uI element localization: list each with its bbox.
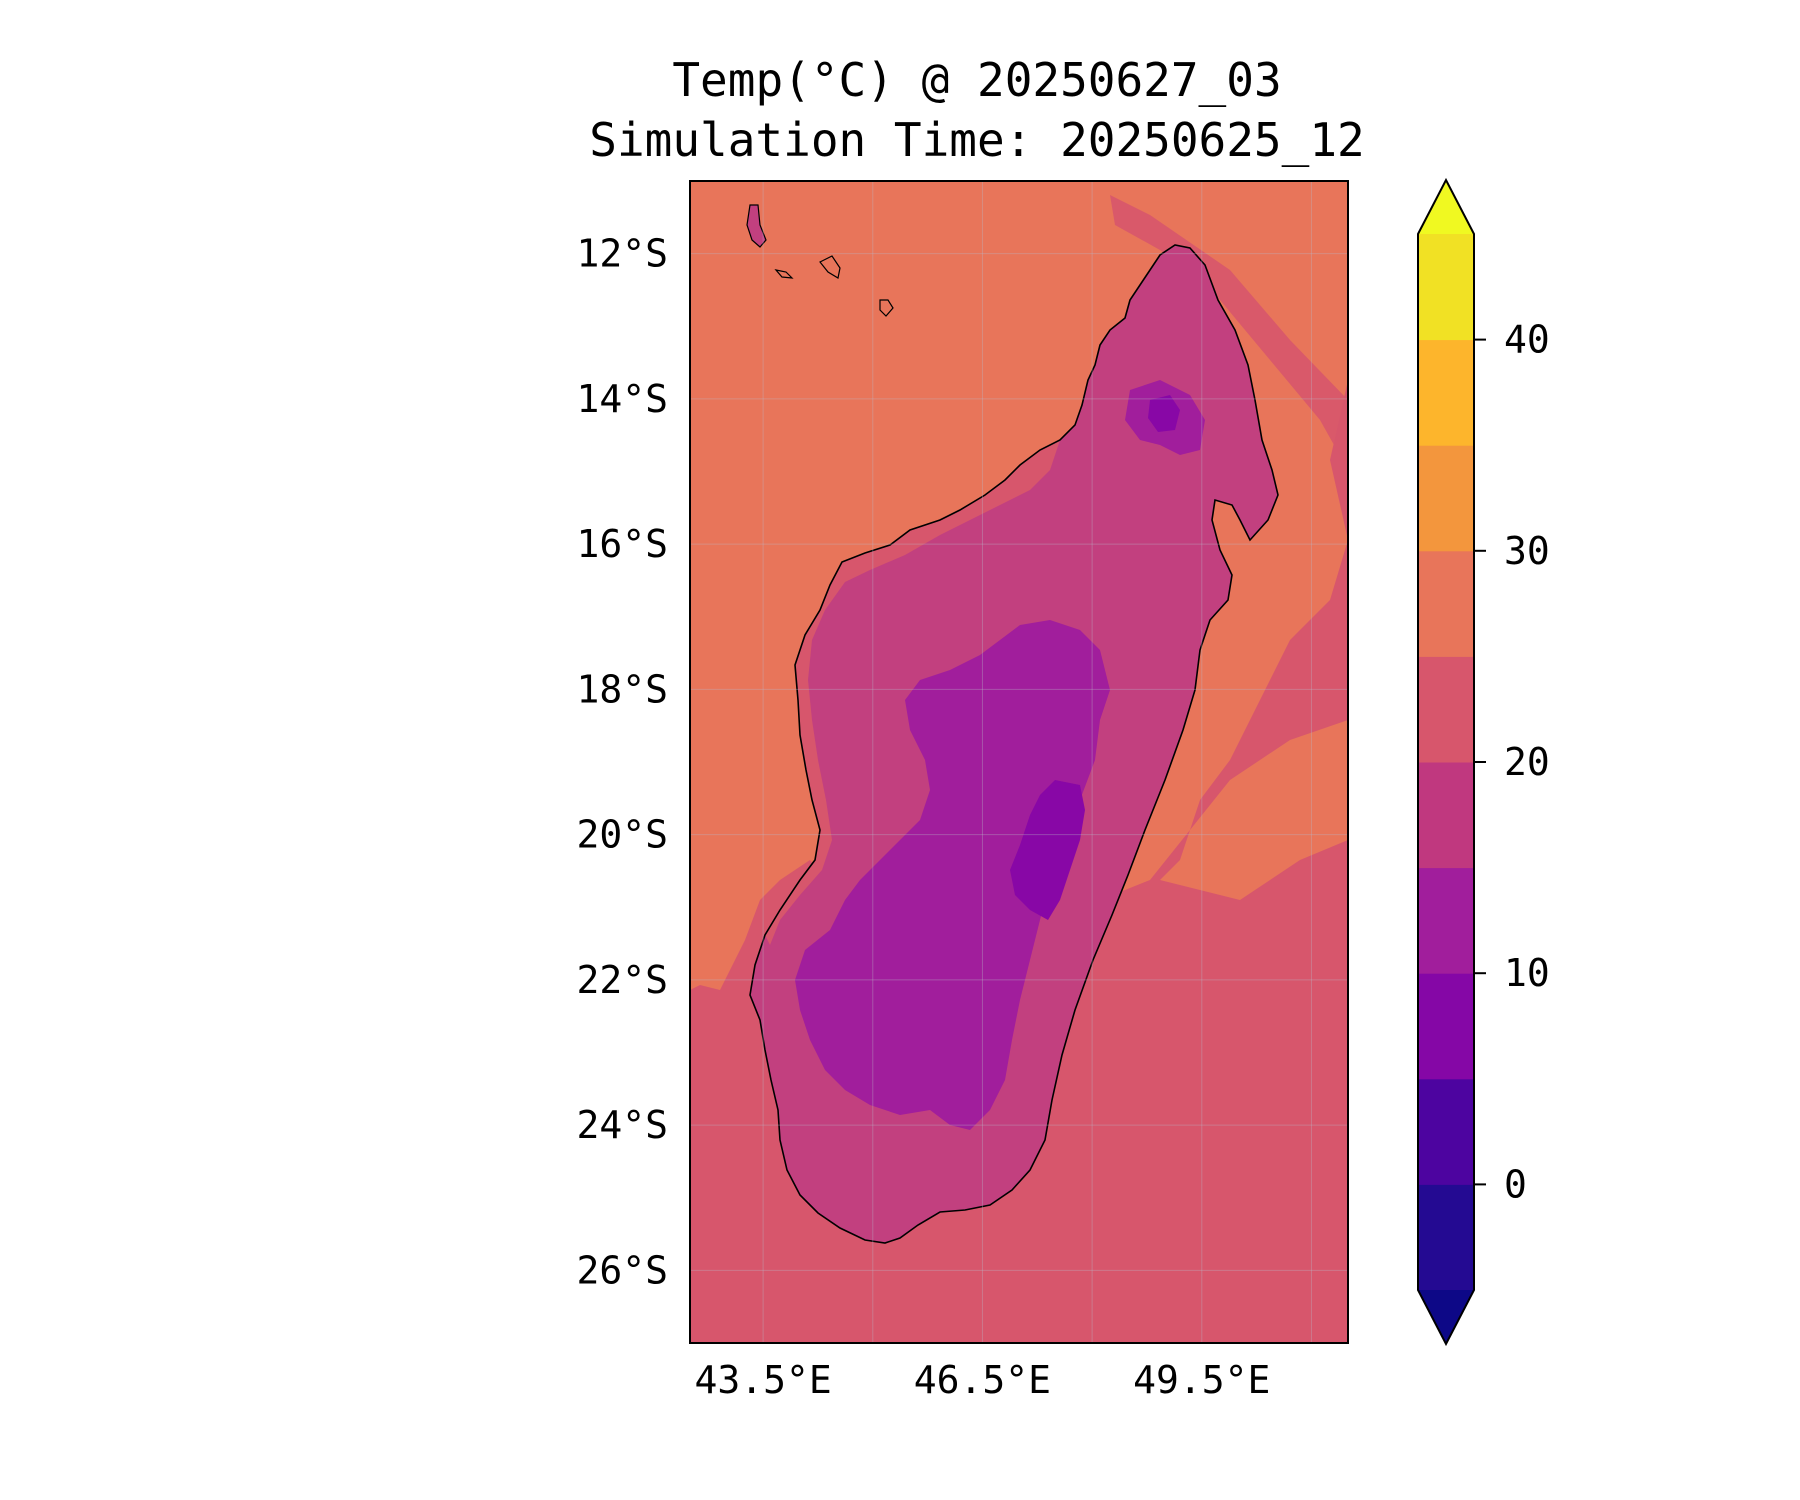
island-grande-comore [746, 204, 767, 248]
latitude-tick-labels: 12°S 14°S 16°S 18°S 20°S 22°S 24°S 26°S [576, 232, 668, 1293]
colorbar-tick-label: 10 [1504, 951, 1550, 995]
map-gridlines [690, 181, 1348, 1343]
colorbar-tick-label: 30 [1504, 529, 1550, 573]
colorbar-segment [1418, 550, 1474, 657]
lon-tick-label: 46.5°E [914, 1358, 1051, 1402]
coastline [749, 244, 1279, 1244]
lat-tick-label: 24°S [576, 1103, 668, 1147]
colorbar-segment [1418, 339, 1474, 446]
colorbar-segment [1418, 1184, 1474, 1291]
colorbar-tick-label: 40 [1504, 318, 1550, 362]
colorbar-tick-label: 0 [1504, 1162, 1527, 1206]
land-cold-spot [1148, 395, 1180, 432]
colorbar-segment [1418, 445, 1474, 552]
longitude-tick-labels: 43.5°E 46.5°E 49.5°E [694, 1358, 1270, 1402]
colorbar-over-triangle [1418, 180, 1474, 234]
map-title-line1: Temp(°C) @ 20250627_03 [672, 53, 1281, 107]
colorbar-tick-label: 20 [1504, 740, 1550, 784]
colorbar-segment [1418, 973, 1474, 1080]
colorbar-under-triangle [1418, 1290, 1474, 1344]
colorbar-segment [1418, 1078, 1474, 1185]
lat-tick-label: 18°S [576, 667, 668, 711]
colorbar-segment [1418, 867, 1474, 974]
map-title-line2: Simulation Time: 20250625_12 [589, 113, 1364, 167]
lon-tick-label: 49.5°E [1133, 1358, 1270, 1402]
lat-tick-label: 16°S [576, 522, 668, 566]
map-panel [690, 181, 1348, 1343]
lon-tick-label: 43.5°E [694, 1358, 831, 1402]
colorbar-segment [1418, 762, 1474, 869]
colorbar-outline [1417, 177, 1475, 1347]
colorbar-segment [1418, 656, 1474, 763]
map-frame [689, 180, 1349, 1344]
lat-tick-label: 22°S [576, 958, 668, 1002]
land-cool-interior [795, 620, 1110, 1130]
lat-tick-label: 12°S [576, 232, 668, 276]
island-mayotte [879, 299, 894, 317]
ocean-warm-band [1110, 195, 1348, 470]
lat-tick-label: 26°S [576, 1248, 668, 1292]
lat-tick-label: 14°S [576, 377, 668, 421]
island-moheli [774, 269, 794, 279]
land-cold-highlands [1010, 780, 1085, 920]
colorbar-segment [1418, 234, 1474, 341]
lat-tick-label: 20°S [576, 813, 668, 857]
colorbar: 0 10 20 30 40 [1417, 177, 1550, 1347]
land-warm-ring-west [765, 440, 1060, 945]
island-anjouan [819, 255, 841, 279]
